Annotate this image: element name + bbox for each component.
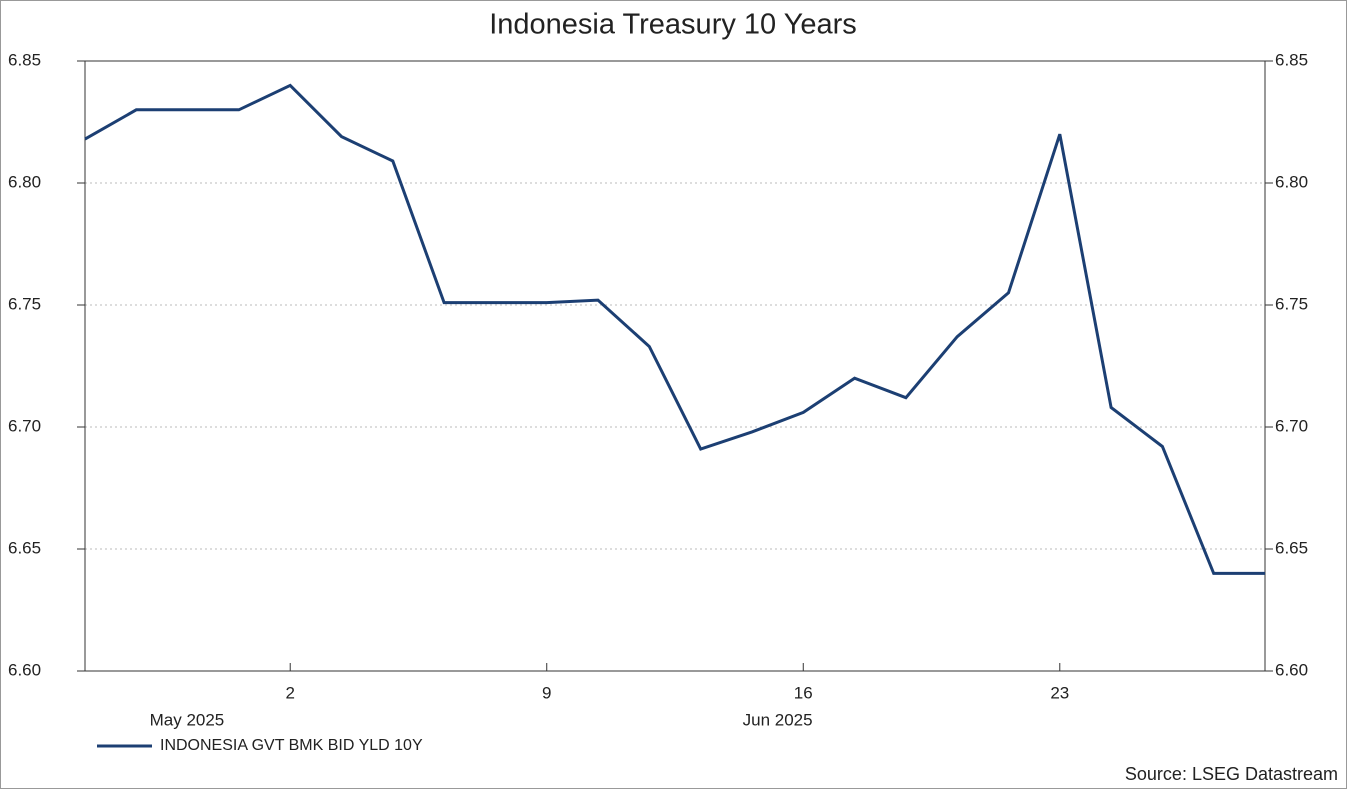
y2-tick-label: 6.75 [1275,294,1308,313]
plot-frame [84,60,1266,672]
y2-tick-label: 6.70 [1275,416,1308,435]
y2-tick-label: 6.80 [1275,172,1308,191]
x-tick-label: 2 [285,683,294,702]
legend-label: INDONESIA GVT BMK BID YLD 10Y [160,737,423,754]
month-label: May 2025 [150,710,225,729]
x-tick-label: 16 [794,683,813,702]
month-label: Jun 2025 [743,710,813,729]
source: Source: LSEG Datastream [1125,764,1338,784]
y-tick-label: 6.85 [8,50,41,69]
y2-tick-label: 6.60 [1275,660,1308,679]
y2-tick-label: 6.65 [1275,538,1308,557]
y-tick-label: 6.70 [8,416,41,435]
y-tick-label: 6.80 [8,172,41,191]
y-tick-label: 6.75 [8,294,41,313]
y2-tick-label: 6.85 [1275,50,1308,69]
y-tick-label: 6.65 [8,538,41,557]
x-tick-label: 23 [1050,683,1069,702]
y-tick-label: 6.60 [8,660,41,679]
x-tick-label: 9 [542,683,551,702]
chart-title: Indonesia Treasury 10 Years [489,9,857,41]
series-line [84,83,1265,575]
